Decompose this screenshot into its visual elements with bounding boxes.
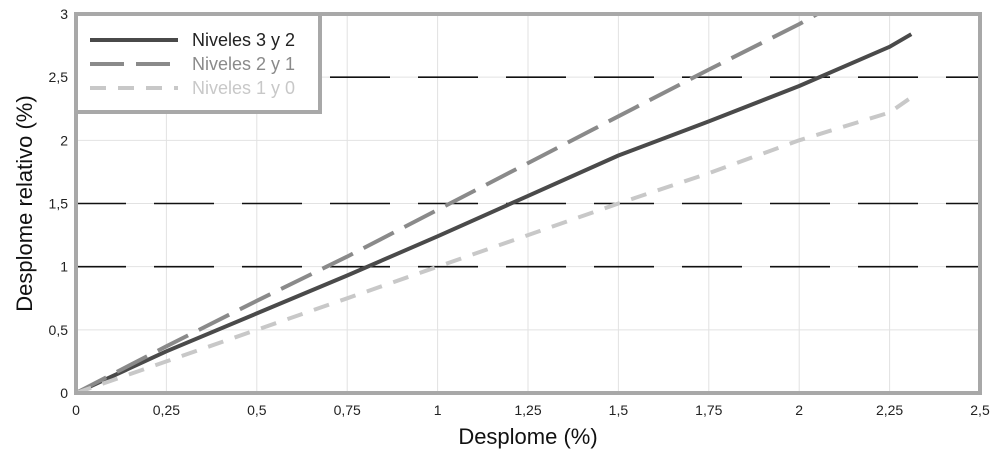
x-tick-label: 0,25	[153, 402, 180, 418]
y-tick-label: 2,5	[49, 69, 69, 85]
y-tick-label: 3	[60, 6, 68, 22]
x-tick-label: 2,5	[970, 402, 990, 418]
y-tick-label: 1	[60, 259, 68, 275]
x-tick-label: 2	[795, 402, 803, 418]
series-line-3	[75, 93, 917, 395]
reference-lines	[78, 76, 978, 268]
x-tick-label: 1,25	[514, 402, 541, 418]
x-tick-label: 1,75	[695, 402, 722, 418]
series-line-1	[75, 32, 913, 395]
x-tick-label: 0,5	[247, 402, 267, 418]
legend-label: Niveles 1 y 0	[192, 78, 295, 98]
x-axis-title: Desplome (%)	[458, 424, 597, 449]
series-lines	[75, 12, 917, 395]
y-tick-label: 0	[60, 385, 68, 401]
x-tick-label: 2,25	[876, 402, 903, 418]
y-tick-label: 0,5	[49, 322, 69, 338]
legend: Niveles 3 y 2 Niveles 2 y 1 Niveles 1 y 0	[74, 12, 322, 114]
legend-label: Niveles 2 y 1	[192, 54, 295, 74]
series-line-2	[75, 12, 819, 395]
y-tick-label: 2	[60, 132, 68, 148]
x-tick-label: 1,5	[609, 402, 629, 418]
x-tick-label: 1	[434, 402, 442, 418]
y-tick-label: 1,5	[49, 196, 69, 212]
legend-label: Niveles 3 y 2	[192, 30, 295, 50]
tick-labels: 0 0,25 0,5 0,75 1 1,25 1,5 1,75 2 2,25 2,5 0 0,5 1 1,5…	[49, 6, 990, 418]
x-tick-label: 0,75	[334, 402, 361, 418]
x-tick-label: 0	[72, 402, 80, 418]
plot-frame	[74, 12, 982, 395]
y-axis-title: Desplome relativo (%)	[12, 95, 37, 311]
